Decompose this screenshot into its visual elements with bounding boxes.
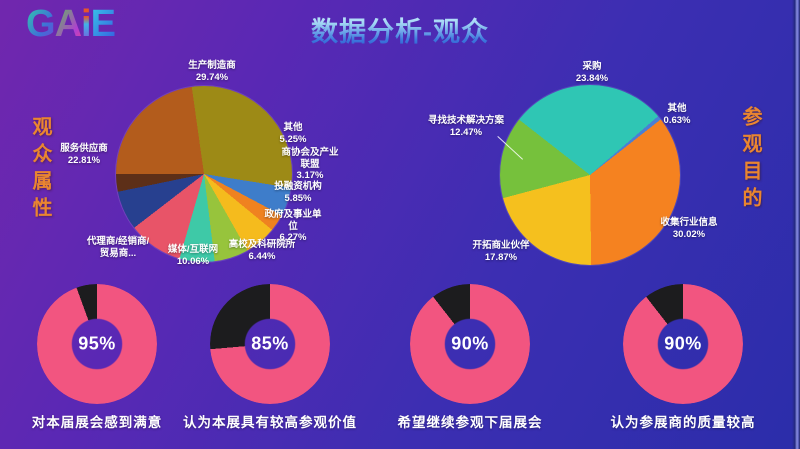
donut-gauge-3 (410, 284, 530, 404)
audience-attributes-pie-label: 投融资机构 5.85% (274, 181, 322, 204)
audience-attributes-pie-label: 高校及科研院所 6.44% (228, 239, 296, 262)
audience-attributes-pie-label: 媒体/互联网 10.06% (167, 244, 219, 267)
logo-letter-i: i (81, 3, 92, 46)
donut-gauge-2-caption: 认为本展具有较高参观价值 (183, 415, 357, 430)
logo-letter-e: E (91, 3, 116, 46)
right-section-label: 参观目的 (739, 106, 761, 214)
audience-attributes-pie (116, 86, 292, 262)
visit-purpose-pie-label: 其他 0.63% (663, 103, 691, 126)
donut-gauge-2 (210, 284, 330, 404)
logo-letter-a: A (55, 3, 82, 46)
donut-gauge-4-caption: 认为参展商的质量较高 (610, 415, 756, 430)
visit-purpose-pie-label: 收集行业信息 30.02% (660, 217, 718, 240)
audience-attributes-pie-label: 其他 5.25% (279, 122, 307, 145)
audience-attributes-pie-label: 代理商/经销商/贸易商... (86, 236, 150, 259)
right-edge-decoration (792, 0, 800, 449)
audience-attributes-pie-label: 商协会及产业 联盟 3.17% (281, 147, 339, 182)
audience-attributes-pie-label: 政府及事业单位 6.27% (264, 209, 322, 244)
visit-purpose-pie-label: 寻找技术解决方案 12.47% (427, 115, 505, 138)
gaie-logo: GAiE (26, 3, 116, 46)
donut-gauge-1 (37, 284, 157, 404)
visit-purpose-pie-label: 开拓商业伙伴 17.87% (472, 240, 530, 263)
donut-gauge-4-value: 90% (664, 333, 702, 354)
audience-attributes-pie-label: 服务供应商 22.81% (60, 143, 108, 166)
page-title: 数据分析-观众 (0, 10, 800, 49)
donut-gauge-3-value: 90% (451, 333, 489, 354)
donut-gauge-1-value: 95% (78, 333, 116, 354)
visit-purpose-pie (500, 85, 680, 265)
donut-gauge-4 (623, 284, 743, 404)
logo-letter-g: G (26, 3, 56, 46)
donut-gauge-1-caption: 对本届展会感到满意 (31, 415, 163, 430)
left-section-label: 观众属性 (29, 116, 51, 224)
donut-gauge-2-value: 85% (251, 333, 289, 354)
visit-purpose-pie-label: 采购 23.84% (575, 61, 609, 84)
donut-gauge-3-caption: 希望继续参观下届展会 (397, 415, 543, 430)
audience-attributes-pie-label: 生产制造商 29.74% (188, 60, 236, 83)
